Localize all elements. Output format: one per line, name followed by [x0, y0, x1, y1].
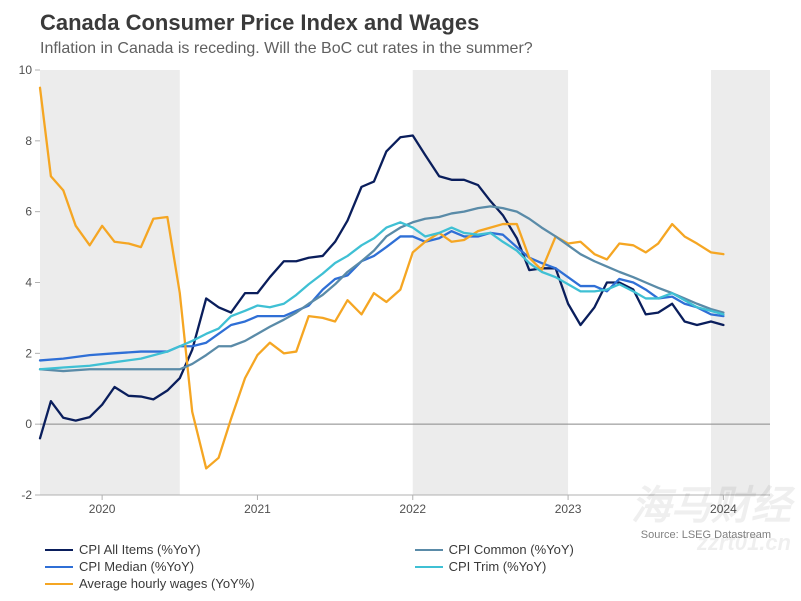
- legend-label: CPI Median (%YoY): [79, 559, 194, 574]
- legend-item: CPI Common (%YoY): [415, 542, 574, 557]
- svg-text:-2: -2: [21, 488, 32, 502]
- svg-text:2: 2: [25, 346, 32, 360]
- chart-title: Canada Consumer Price Index and Wages: [40, 10, 479, 36]
- chart-source: Source: LSEG Datastream: [641, 529, 771, 541]
- svg-text:2023: 2023: [555, 502, 582, 516]
- legend-label: CPI Trim (%YoY): [449, 559, 547, 574]
- legend-item: Average hourly wages (YoY%): [45, 576, 255, 591]
- legend-swatch: [415, 549, 443, 551]
- svg-text:4: 4: [25, 276, 32, 290]
- svg-text:2022: 2022: [399, 502, 426, 516]
- legend-item: CPI All Items (%YoY): [45, 542, 255, 557]
- legend-item: CPI Trim (%YoY): [415, 559, 574, 574]
- legend-label: CPI Common (%YoY): [449, 542, 574, 557]
- svg-text:0: 0: [25, 417, 32, 431]
- chart-container: Canada Consumer Price Index and Wages In…: [0, 0, 801, 601]
- svg-text:10: 10: [19, 63, 33, 77]
- svg-text:2024: 2024: [710, 502, 737, 516]
- svg-text:6: 6: [25, 205, 32, 219]
- svg-text:8: 8: [25, 134, 32, 148]
- legend-item: CPI Median (%YoY): [45, 559, 255, 574]
- legend-swatch: [415, 566, 443, 568]
- chart-legend: CPI All Items (%YoY) CPI Common (%YoY) CPI…: [45, 542, 574, 591]
- legend-swatch: [45, 549, 73, 551]
- svg-text:2021: 2021: [244, 502, 271, 516]
- svg-text:2020: 2020: [89, 502, 116, 516]
- legend-swatch: [45, 566, 73, 568]
- legend-item: [415, 576, 574, 591]
- legend-swatch: [45, 583, 73, 585]
- chart-plot: -2024681020202021202220232024: [40, 70, 780, 515]
- chart-subtitle: Inflation in Canada is receding. Will th…: [40, 40, 533, 58]
- legend-label: CPI All Items (%YoY): [79, 542, 201, 557]
- legend-label: Average hourly wages (YoY%): [79, 576, 255, 591]
